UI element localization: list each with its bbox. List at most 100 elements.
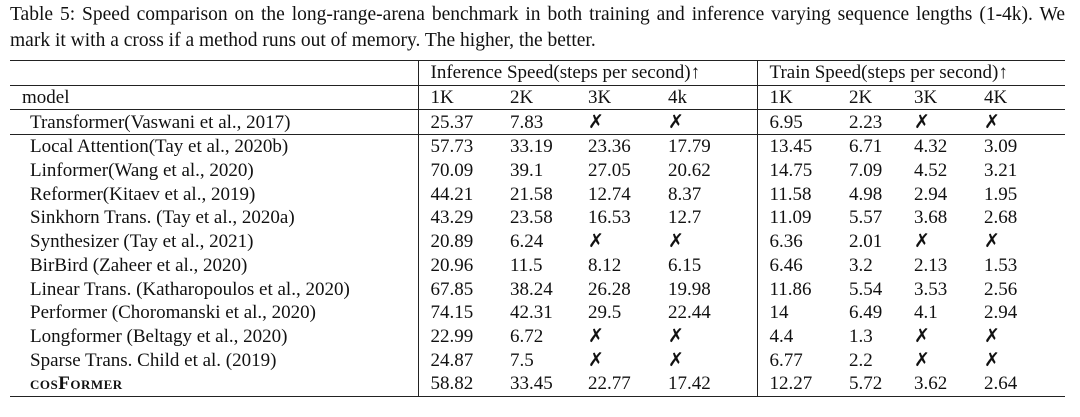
model-name: Sparse Trans. Child et al. (2019) <box>30 349 277 371</box>
speed-value: ✗ <box>914 231 930 253</box>
speed-value: 8.12 <box>588 254 622 276</box>
speed-value: 2.64 <box>972 371 1066 397</box>
speed-value: 3.68 <box>914 207 948 229</box>
model-name: Local Attention(Tay et al., 2020b) <box>30 136 289 158</box>
speed-value: 6.77 <box>756 348 838 372</box>
speed-value: 39.1 <box>510 160 544 182</box>
speed-value: 16.53 <box>588 207 631 229</box>
speed-value: 25.37 <box>417 109 498 136</box>
speed-value: 26.28 <box>588 278 631 300</box>
table-caption: Table 5: Speed comparison on the long-ra… <box>10 4 1065 51</box>
column-header: 2K <box>498 85 576 111</box>
table-row: Linear Trans. (Katharopoulos et al., 202… <box>10 277 1065 301</box>
speed-value: 44.21 <box>417 182 498 207</box>
speed-value: 2.2 <box>849 349 873 371</box>
speed-value: 6.95 <box>756 109 838 136</box>
speed-value: ✗ <box>588 349 604 371</box>
speed-value: 2.94 <box>984 302 1018 324</box>
table-row: Local Attention(Tay et al., 2020b) 57.73 3… <box>10 134 1065 159</box>
column-header-row: model 1K 2K 3K 4k 1K 2K 3K 4K <box>10 85 1066 111</box>
model-name: Synthesizer (Tay et al., 2021) <box>30 231 254 253</box>
table-row: Sparse Trans. Child et al. (2019) 24.87 7.… <box>10 348 1065 372</box>
speed-value: 6.46 <box>756 253 838 278</box>
group-header: Inference Speed(steps per second)↑ <box>417 60 758 86</box>
speed-value: ✗ <box>588 325 604 347</box>
speed-value: 22.44 <box>668 302 711 324</box>
speed-value: 1.3 <box>849 325 873 347</box>
speed-value: 2.68 <box>984 207 1018 229</box>
speed-value: 20.96 <box>417 253 498 278</box>
model-name: Linear Trans. (Katharopoulos et al., 202… <box>30 278 350 300</box>
speed-value: 4.1 <box>914 302 938 324</box>
column-header: 1K <box>417 85 498 111</box>
speed-value: 5.72 <box>837 371 903 397</box>
speed-value: 2.23 <box>837 109 903 136</box>
speed-value: 3.21 <box>984 160 1018 182</box>
speed-value: 24.87 <box>417 348 498 372</box>
speed-value: 12.27 <box>756 371 838 397</box>
speed-value: 17.42 <box>656 371 758 397</box>
speed-value: 29.5 <box>588 302 622 324</box>
table-row: Transformer(Vaswani et al., 2017) 25.37 7.… <box>10 109 1066 136</box>
table-row: Performer (Choromanski et al., 2020) 74.1… <box>10 300 1065 325</box>
table-row: Sinkhorn Trans. (Tay et al., 2020a) 43.29… <box>10 206 1065 230</box>
speed-value: 7.83 <box>498 109 576 136</box>
speed-value: 7.09 <box>849 160 883 182</box>
speed-value: 23.36 <box>588 136 631 158</box>
speed-value: 43.29 <box>417 206 498 230</box>
speed-value: 22.77 <box>576 371 656 397</box>
speed-value: 6.72 <box>510 325 544 347</box>
model-name: Transformer(Vaswani et al., 2017) <box>10 109 418 136</box>
speed-value: 33.19 <box>510 136 553 158</box>
speed-value: ✗ <box>576 109 656 136</box>
speed-value: 57.73 <box>417 134 498 159</box>
speed-value: ✗ <box>984 231 1000 253</box>
speed-value: 5.54 <box>849 278 883 300</box>
empty-cell <box>10 60 418 86</box>
table-row: cosFormer 58.82 33.45 22.77 17.42 12.27 5.72 3.… <box>10 371 1066 397</box>
speed-value: 2.56 <box>984 278 1018 300</box>
speed-value: 4.52 <box>914 160 948 182</box>
speed-value: 7.5 <box>510 349 534 371</box>
speed-value: 70.09 <box>417 158 498 183</box>
speed-value: 2.94 <box>914 183 948 205</box>
table-row: BirBird (Zaheer et al., 2020) 20.96 11.5 8.… <box>10 253 1065 278</box>
speed-value: ✗ <box>972 109 1066 136</box>
model-name: Performer (Choromanski et al., 2020) <box>30 302 316 324</box>
speed-value: ✗ <box>984 325 1000 347</box>
speed-value: 67.85 <box>417 277 498 301</box>
speed-value: 11.5 <box>510 254 543 276</box>
speed-value: 23.58 <box>510 207 553 229</box>
speed-value: ✗ <box>588 231 604 253</box>
speed-value: 6.24 <box>510 231 544 253</box>
speed-value: ✗ <box>668 349 684 371</box>
model-name: cosFormer <box>10 371 418 397</box>
speed-value: 3.53 <box>914 278 948 300</box>
speed-value: 2.01 <box>849 231 883 253</box>
column-header: model <box>10 85 418 111</box>
column-header: 2K <box>837 85 903 111</box>
model-name: Longformer (Beltagy et al., 2020) <box>30 325 288 347</box>
model-name: Reformer(Kitaev et al., 2019) <box>30 183 256 205</box>
speed-value: 17.79 <box>668 136 711 158</box>
model-name: Linformer(Wang et al., 2020) <box>30 160 254 182</box>
group-header: Train Speed(steps per second)↑ <box>756 60 1066 86</box>
speed-table: Inference Speed(steps per second)↑ Train… <box>10 60 1066 397</box>
speed-value: 38.24 <box>510 278 553 300</box>
speed-value: 12.74 <box>588 183 631 205</box>
speed-value: 14 <box>756 300 838 325</box>
column-header: 1K <box>756 85 838 111</box>
speed-value: 11.58 <box>756 182 838 207</box>
speed-value: 3.2 <box>849 254 873 276</box>
speed-value: 2.13 <box>914 254 948 276</box>
speed-value: ✗ <box>668 231 684 253</box>
column-header: 3K <box>902 85 973 111</box>
model-name: Sinkhorn Trans. (Tay et al., 2020a) <box>30 207 295 229</box>
speed-value: 27.05 <box>588 160 631 182</box>
speed-value: 21.58 <box>510 183 553 205</box>
speed-value: ✗ <box>656 109 758 136</box>
speed-value: 3.62 <box>902 371 973 397</box>
speed-value: 33.45 <box>498 371 576 397</box>
table-row: Linformer(Wang et al., 2020) 70.09 39.1 27.… <box>10 158 1065 183</box>
speed-value: 19.98 <box>668 278 711 300</box>
